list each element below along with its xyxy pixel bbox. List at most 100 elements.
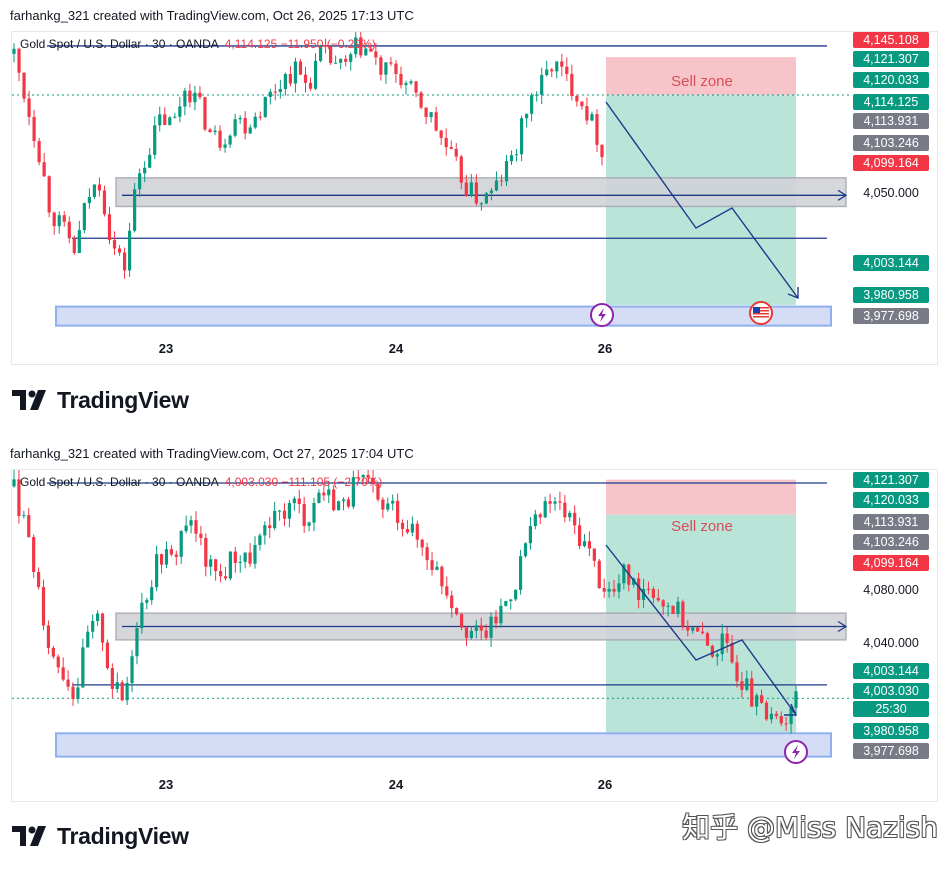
- candle: [454, 149, 458, 157]
- candle: [302, 503, 306, 526]
- candle: [41, 587, 46, 626]
- candle: [312, 503, 316, 523]
- candle: [525, 113, 529, 119]
- candle: [91, 620, 95, 632]
- candle: [223, 144, 227, 148]
- candle: [676, 601, 680, 614]
- grey-zone: [115, 177, 847, 208]
- candle: [209, 559, 213, 567]
- candle: [188, 90, 192, 103]
- candle: [464, 182, 468, 196]
- candle: [27, 515, 31, 538]
- candle: [163, 114, 167, 125]
- candle: [720, 633, 724, 655]
- tradingview-logo-text: TradingView: [57, 387, 189, 413]
- candle: [540, 75, 544, 95]
- candle: [570, 73, 574, 97]
- candle: [308, 82, 313, 89]
- candle: [183, 90, 187, 107]
- candle: [282, 510, 287, 519]
- candle: [169, 549, 173, 555]
- candle: [87, 196, 91, 204]
- candle: [530, 95, 534, 114]
- candle: [590, 114, 594, 121]
- candle: [607, 588, 611, 592]
- candle: [700, 631, 705, 634]
- candle: [120, 682, 124, 701]
- candle: [112, 240, 117, 249]
- candle: [715, 654, 719, 657]
- candle: [297, 498, 301, 504]
- flag-stripe: [753, 316, 769, 318]
- candle: [538, 514, 542, 518]
- price-label: 4,040.000: [863, 636, 919, 650]
- candle: [122, 252, 127, 271]
- x-tick-23: 23: [158, 777, 174, 792]
- candle: [213, 130, 217, 133]
- candle: [386, 503, 390, 510]
- candle: [159, 554, 164, 565]
- candle: [617, 583, 621, 592]
- candle: [174, 554, 178, 557]
- candle: [86, 631, 90, 648]
- candle: [359, 37, 363, 56]
- price-label: 4,099.164: [853, 555, 929, 571]
- chart-caption: farhankg_321 created with TradingView.co…: [10, 8, 414, 23]
- candle: [632, 578, 636, 585]
- chart-legend: Gold Spot / U.S. Dollar · 30 · OANDA 4,11…: [20, 37, 376, 51]
- price-label: 4,114.125: [853, 94, 929, 110]
- price-label: 4,120.033: [853, 492, 929, 508]
- candle: [769, 713, 774, 720]
- candle: [504, 601, 508, 606]
- candle: [794, 691, 798, 708]
- candle: [424, 107, 428, 118]
- forecast-path: [605, 544, 797, 716]
- price-label: 4,080.000: [863, 583, 919, 597]
- candle: [52, 212, 56, 227]
- candle: [349, 54, 353, 62]
- candle: [168, 117, 172, 125]
- price-label: 4,121.307: [853, 51, 929, 67]
- candle: [750, 678, 754, 707]
- chart-area[interactable]: Gold Spot / U.S. Dollar · 30 · OANDA 4,00…: [11, 469, 938, 802]
- flag-stripe: [753, 313, 769, 315]
- candle: [575, 96, 579, 102]
- chart-canvas[interactable]: [12, 470, 937, 801]
- candle: [543, 501, 547, 518]
- legend-symbol: Gold Spot / U.S. Dollar · 30 · OANDA: [20, 475, 219, 489]
- candle: [494, 616, 498, 624]
- candle: [32, 116, 36, 142]
- candle: [484, 193, 489, 204]
- candle: [298, 61, 303, 75]
- candle: [740, 681, 744, 690]
- candle: [774, 713, 778, 717]
- candle: [560, 61, 564, 67]
- candle: [400, 522, 405, 529]
- candle: [47, 176, 51, 213]
- candle: [494, 180, 499, 191]
- candle: [233, 551, 237, 563]
- price-label: 3,980.958: [853, 723, 929, 739]
- candle: [145, 600, 149, 603]
- candle: [130, 656, 134, 684]
- bolt-icon: [598, 308, 606, 322]
- event-icon: [784, 740, 808, 764]
- candle: [558, 501, 562, 503]
- candle: [46, 625, 51, 648]
- legend-symbol: Gold Spot / U.S. Dollar · 30 · OANDA: [20, 37, 219, 51]
- candle: [415, 523, 419, 540]
- chart-legend: Gold Spot / U.S. Dollar · 30 · OANDA 4,00…: [20, 475, 382, 489]
- candle: [62, 215, 66, 222]
- chart-canvas[interactable]: [12, 32, 937, 364]
- chart-area[interactable]: Gold Spot / U.S. Dollar · 30 · OANDA 4,11…: [11, 31, 938, 365]
- candle: [100, 613, 105, 643]
- candle: [92, 184, 97, 197]
- us-flag-icon: [749, 301, 773, 325]
- candle: [96, 613, 100, 621]
- candle: [651, 588, 655, 598]
- candle: [140, 602, 144, 629]
- candle: [198, 92, 202, 98]
- candle: [81, 647, 85, 688]
- candle: [364, 48, 368, 56]
- candle: [263, 525, 267, 536]
